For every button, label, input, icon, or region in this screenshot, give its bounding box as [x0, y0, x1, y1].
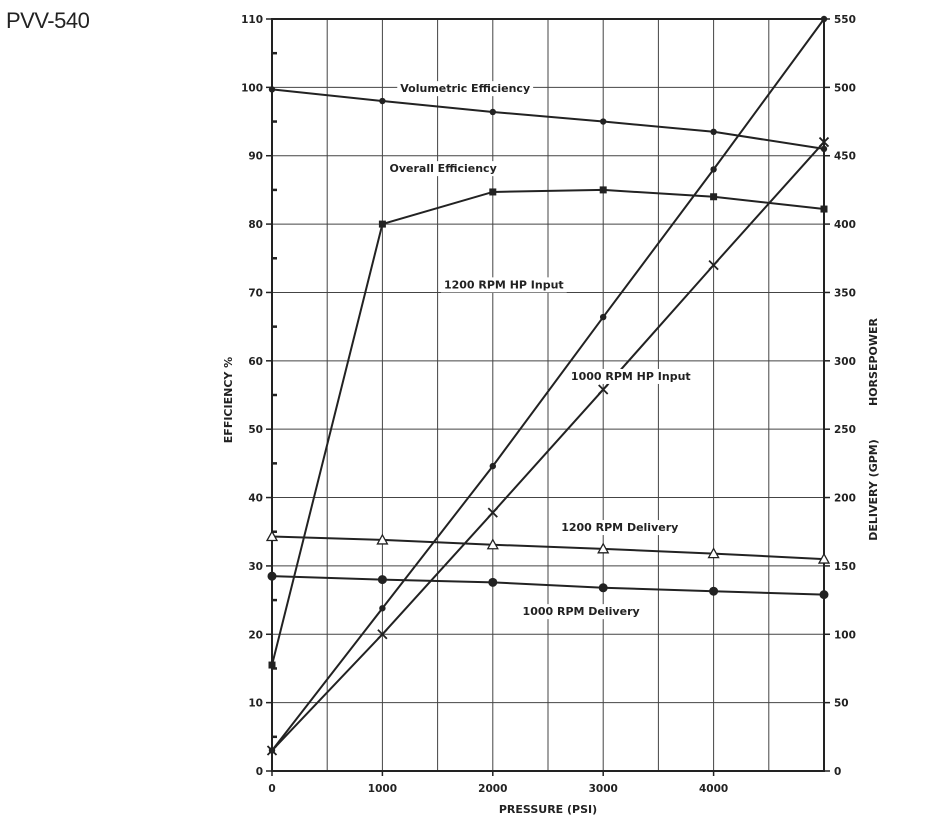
- data-point-1000-rpm-delivery: [819, 590, 829, 600]
- series-label-1000-rpm-hp-input: 1000 RPM HP Input: [571, 370, 691, 383]
- tick-label-right: 550: [834, 14, 856, 26]
- data-point-1000-rpm-delivery: [709, 586, 719, 596]
- series-line-1200-rpm-hp-input: [271, 18, 825, 752]
- tick-label-right: 200: [834, 493, 856, 505]
- data-point-overall-efficiency: [599, 186, 607, 194]
- data-point-1200-rpm-delivery: [265, 530, 279, 542]
- tick-label-right: 450: [834, 151, 856, 163]
- x-axis-title: PRESSURE (PSI): [499, 803, 597, 816]
- series-1000-rpm-hp-input: [266, 136, 830, 756]
- series-1200-rpm-delivery: [265, 530, 831, 564]
- tick-label-right: 100: [834, 629, 856, 641]
- tick-label-left: 40: [248, 493, 263, 505]
- data-point-overall-efficiency: [710, 193, 718, 201]
- tick-label-x: 3000: [589, 783, 618, 795]
- data-point-overall-efficiency: [820, 205, 828, 213]
- data-point-volumetric-efficiency: [710, 128, 717, 135]
- series-label-1200-rpm-delivery: 1200 RPM Delivery: [561, 521, 678, 534]
- data-point-volumetric-efficiency: [489, 108, 496, 116]
- tick-label-x: 1000: [368, 783, 397, 795]
- data-point-1200-rpm-hp-input: [489, 462, 496, 470]
- page-title: PVV-540: [6, 8, 90, 33]
- data-point-1200-rpm-hp-input: [820, 15, 828, 23]
- series-1000-rpm-delivery: [267, 571, 829, 600]
- data-point-volumetric-efficiency: [379, 97, 386, 105]
- data-point-1200-rpm-hp-input: [379, 605, 386, 612]
- tick-label-left: 70: [248, 287, 263, 299]
- tick-label-x: 4000: [699, 783, 728, 795]
- series-label-background: [558, 520, 682, 536]
- tick-label-left: 60: [248, 356, 263, 368]
- tick-label-left: 0: [256, 766, 263, 778]
- series-volumetric-efficiency: [268, 86, 828, 153]
- data-point-1000-rpm-hp-input: [708, 259, 719, 271]
- data-point-1000-rpm-delivery: [377, 575, 387, 585]
- data-point-1000-rpm-delivery: [488, 577, 498, 587]
- tick-label-right: 300: [834, 356, 856, 368]
- tick-label-left: 110: [241, 14, 263, 26]
- data-point-1200-rpm-delivery: [817, 552, 831, 564]
- series-label-background: [440, 277, 567, 293]
- tick-label-x: 0: [268, 783, 275, 795]
- data-point-1000-rpm-hp-input: [266, 745, 278, 756]
- axis-ticks: 0 10 20 30 40 50 60 70 80 90 100 110 0 50 100 150 200 250…: [241, 14, 856, 795]
- data-point-1200-rpm-hp-input: [710, 166, 717, 173]
- tick-label-left: 90: [248, 151, 263, 163]
- data-point-1000-rpm-delivery: [267, 571, 277, 581]
- series-label-1000-rpm-delivery: 1000 RPM Delivery: [523, 605, 640, 618]
- tick-label-left: 80: [248, 219, 263, 231]
- series-line-1000-rpm-delivery: [271, 575, 825, 596]
- tick-label-right: 250: [834, 424, 856, 436]
- series-label-background: [386, 161, 500, 177]
- series-line-1200-rpm-delivery: [271, 535, 825, 561]
- data-point-1200-rpm-delivery: [597, 542, 610, 554]
- series-overall-efficiency: [268, 186, 828, 669]
- series-line-volumetric-efficiency: [271, 88, 825, 150]
- data-point-1000-rpm-hp-input: [818, 136, 830, 148]
- data-point-overall-efficiency: [268, 661, 276, 669]
- data-point-overall-efficiency: [489, 188, 497, 196]
- tick-label-right: 400: [834, 219, 856, 231]
- labels: Volumetric Efficiency Overall Efficiency 1…: [386, 81, 694, 620]
- y-axis-right-title-horsepower: HORSEPOWER: [867, 317, 880, 406]
- data-point-volumetric-efficiency: [820, 145, 828, 153]
- data-point-1000-rpm-hp-input: [487, 507, 498, 518]
- series-label-overall-efficiency: Overall Efficiency: [389, 162, 496, 175]
- series-label-volumetric-efficiency: Volumetric Efficiency: [400, 82, 530, 95]
- tick-label-right: 50: [834, 698, 849, 710]
- data-point-volumetric-efficiency: [268, 86, 276, 93]
- data-point-1200-rpm-delivery: [376, 533, 389, 545]
- tick-label-left: 50: [248, 424, 263, 436]
- series-label-background: [567, 368, 694, 384]
- series-label-1200-rpm-hp-input: 1200 RPM HP Input: [444, 278, 564, 291]
- tick-label-x: 2000: [478, 783, 507, 795]
- series-group: [265, 15, 831, 756]
- tick-label-left: 30: [248, 561, 263, 573]
- grid: [272, 19, 824, 771]
- tick-label-left: 100: [241, 82, 263, 94]
- data-point-volumetric-efficiency: [600, 118, 607, 125]
- data-point-1000-rpm-hp-input: [598, 384, 609, 395]
- tick-label-right: 150: [834, 561, 856, 573]
- data-point-1200-rpm-delivery: [707, 547, 720, 559]
- series-label-background: [519, 604, 643, 620]
- series-label-background: [397, 81, 534, 97]
- data-point-1200-rpm-hp-input: [600, 313, 607, 321]
- tick-label-right: 0: [834, 766, 841, 778]
- data-point-1000-rpm-hp-input: [377, 629, 388, 640]
- data-point-1200-rpm-delivery: [486, 538, 499, 550]
- data-point-1000-rpm-delivery: [598, 583, 608, 593]
- tick-label-right: 500: [834, 82, 856, 94]
- y-axis-right-title-delivery: DELIVERY (GPM): [867, 439, 880, 541]
- series-line-overall-efficiency: [271, 188, 825, 666]
- tick-label-left: 20: [248, 629, 263, 641]
- y-axis-left-title: EFFICIENCY %: [222, 357, 235, 443]
- tick-label-right: 350: [834, 287, 856, 299]
- data-point-overall-efficiency: [378, 220, 386, 228]
- series-line-1000-rpm-hp-input: [271, 141, 825, 752]
- tick-label-left: 10: [248, 698, 263, 710]
